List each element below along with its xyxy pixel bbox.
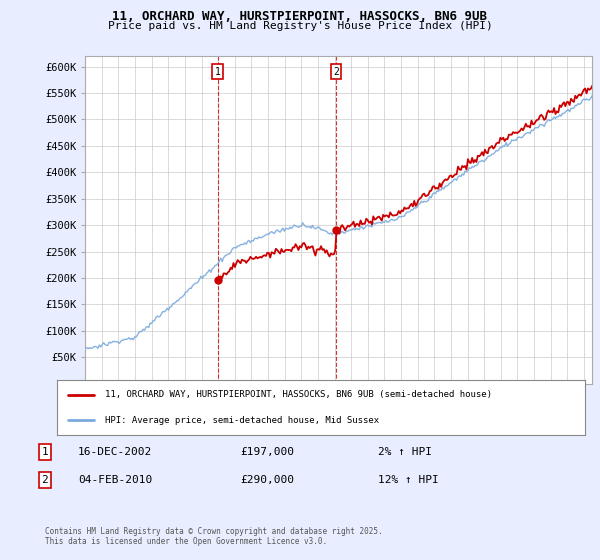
Text: 1: 1: [215, 67, 220, 77]
Text: £290,000: £290,000: [240, 475, 294, 485]
Text: 04-FEB-2010: 04-FEB-2010: [78, 475, 152, 485]
Text: 12% ↑ HPI: 12% ↑ HPI: [378, 475, 439, 485]
Text: 2: 2: [41, 475, 49, 485]
Text: Contains HM Land Registry data © Crown copyright and database right 2025.
This d: Contains HM Land Registry data © Crown c…: [45, 526, 383, 546]
Text: 2: 2: [333, 67, 339, 77]
Text: Price paid vs. HM Land Registry's House Price Index (HPI): Price paid vs. HM Land Registry's House …: [107, 21, 493, 31]
Text: 16-DEC-2002: 16-DEC-2002: [78, 447, 152, 457]
Text: 1: 1: [41, 447, 49, 457]
Text: 2% ↑ HPI: 2% ↑ HPI: [378, 447, 432, 457]
Text: 11, ORCHARD WAY, HURSTPIERPOINT, HASSOCKS, BN6 9UB: 11, ORCHARD WAY, HURSTPIERPOINT, HASSOCK…: [113, 10, 487, 23]
Text: 11, ORCHARD WAY, HURSTPIERPOINT, HASSOCKS, BN6 9UB (semi-detached house): 11, ORCHARD WAY, HURSTPIERPOINT, HASSOCK…: [104, 390, 491, 399]
Text: £197,000: £197,000: [240, 447, 294, 457]
Text: HPI: Average price, semi-detached house, Mid Sussex: HPI: Average price, semi-detached house,…: [104, 416, 379, 424]
